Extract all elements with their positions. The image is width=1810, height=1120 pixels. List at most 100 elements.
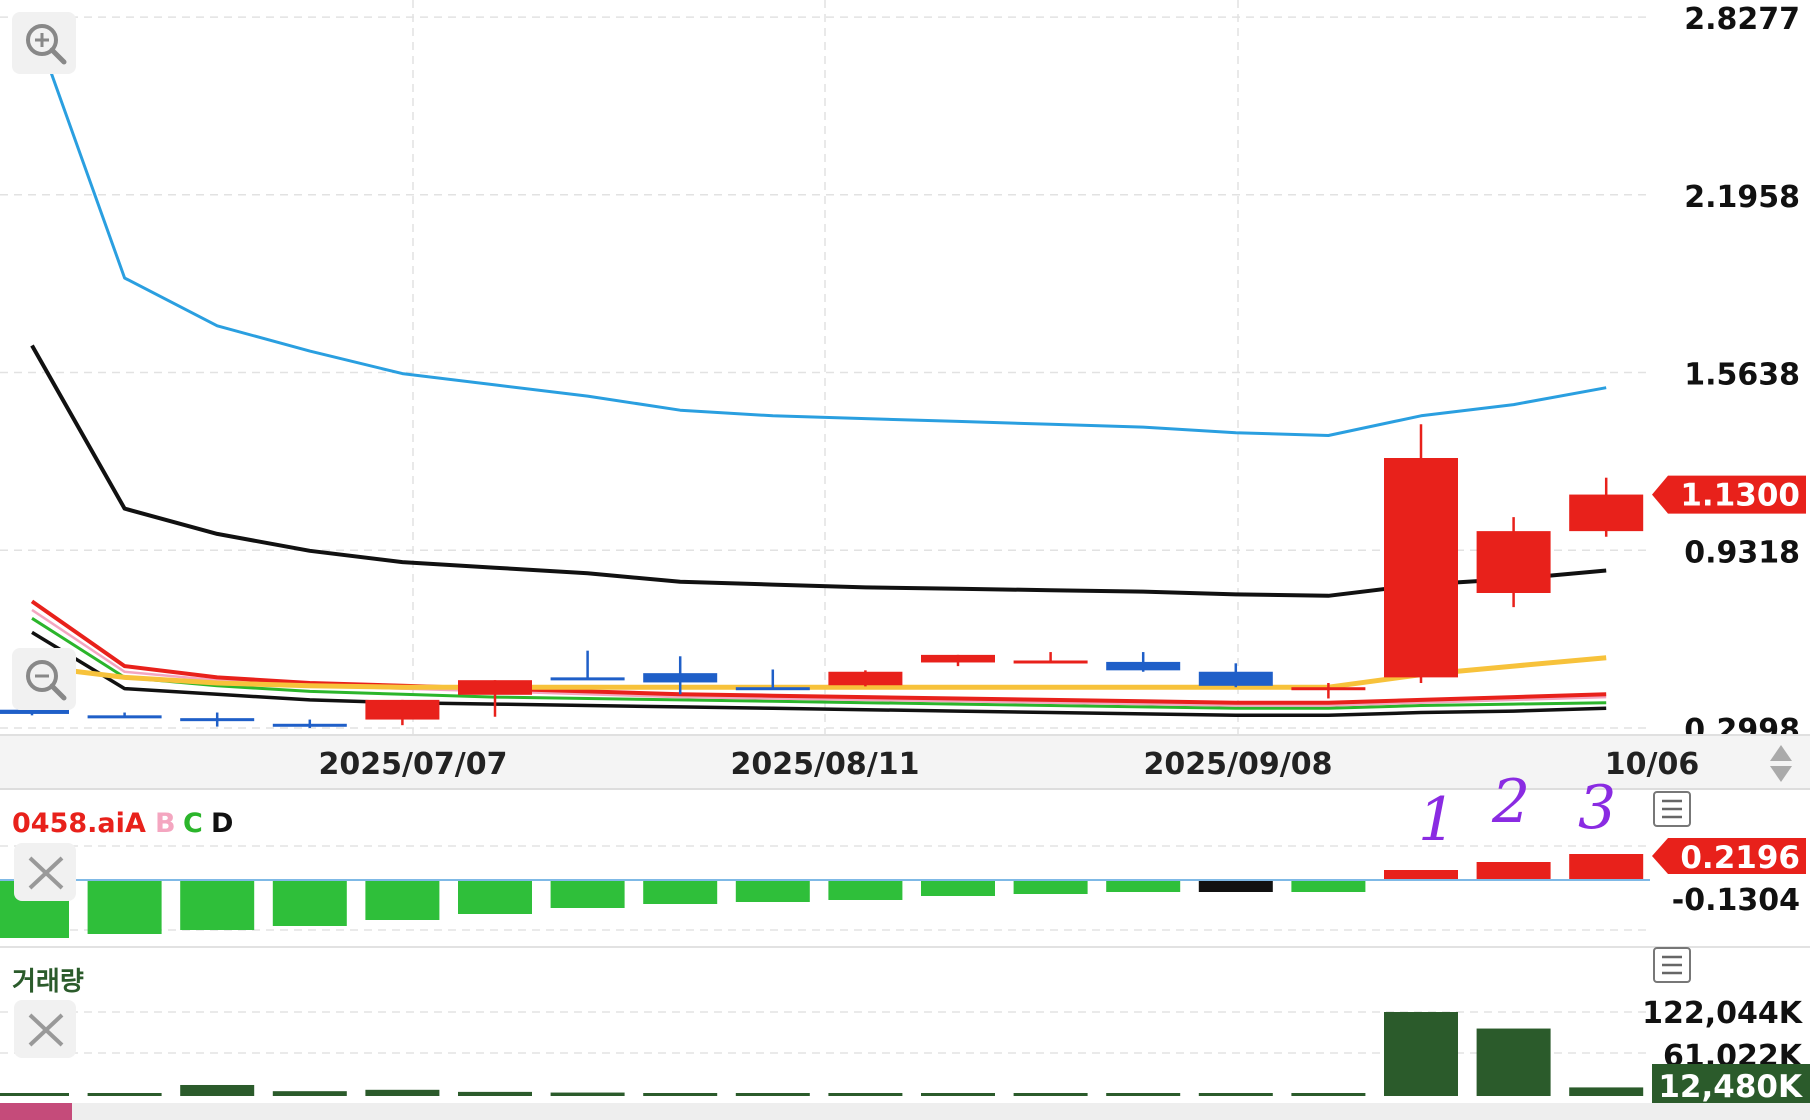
indicator-bar — [1013, 880, 1088, 894]
indicator-legend-b: B — [155, 808, 176, 839]
ma-green-line — [31, 617, 1607, 710]
candle-body — [87, 715, 162, 719]
price-tick-label: 1.5638 — [1684, 358, 1800, 393]
handwritten-mark-3: 3 — [1578, 773, 1616, 843]
volume-menu-button[interactable] — [1653, 947, 1691, 983]
candle-body — [365, 699, 440, 720]
candle-body — [735, 687, 810, 691]
volume-tick-0: 122,044K — [1642, 996, 1804, 1031]
indicator-bar — [921, 880, 995, 896]
candle-body — [1013, 660, 1088, 664]
volume-title: 거래량 — [12, 967, 84, 997]
close-icon — [28, 1013, 64, 1047]
volume-bar — [1569, 1087, 1644, 1096]
indicator-bar — [458, 880, 532, 914]
indicator-bar — [87, 880, 162, 934]
volume-last-label: 12,480K — [1658, 1069, 1803, 1105]
scroll-arrows-icon[interactable] — [1770, 745, 1792, 782]
indicator-bar — [1106, 880, 1181, 892]
volume-bar — [1476, 1028, 1551, 1096]
indicator-bar — [828, 880, 903, 900]
volume-bar — [272, 1091, 347, 1096]
menu-icon — [1662, 799, 1682, 819]
candle-body — [1569, 494, 1644, 532]
price-lines — [30, 18, 1607, 718]
volume-bar — [735, 1093, 810, 1096]
candle-body — [180, 718, 255, 722]
horizontal-scrollbar[interactable] — [0, 1103, 1810, 1120]
candle-body — [828, 671, 903, 686]
indicator-bar — [735, 880, 810, 902]
ma-black-line — [31, 630, 1607, 718]
indicator-bar — [643, 880, 718, 904]
indicator-bar — [1198, 880, 1273, 892]
volume-bar — [1013, 1093, 1088, 1096]
candle-body — [643, 673, 718, 683]
volume-bar — [365, 1089, 440, 1096]
price-panel[interactable] — [0, 0, 1650, 735]
volume-bar — [458, 1091, 532, 1096]
indicator-bar — [1476, 862, 1551, 880]
candle-body — [458, 680, 532, 695]
indicator-last-marker — [1652, 838, 1806, 874]
indicator-close-button[interactable] — [14, 843, 76, 901]
zoom-out-icon — [26, 660, 67, 701]
ma-red-line — [30, 599, 1607, 705]
last-price-marker — [1652, 475, 1806, 514]
handwritten-mark-1: 1 — [1418, 785, 1456, 855]
candle-body — [550, 677, 625, 681]
indicator-bar — [550, 880, 625, 908]
zoom-in-icon — [26, 24, 67, 65]
indicator-bar — [1569, 854, 1644, 880]
last-price-label: 1.1300 — [1680, 478, 1800, 514]
scrollbar-thumb[interactable] — [0, 1103, 72, 1120]
price-tick-label: 2.1958 — [1684, 180, 1800, 215]
mid-line — [30, 344, 1607, 598]
indicator-legend-d: D — [211, 808, 233, 839]
volume-bar — [1384, 1012, 1458, 1096]
volume-bar — [643, 1093, 718, 1096]
volume-bar — [1198, 1093, 1273, 1096]
zoom-in-button[interactable] — [12, 12, 76, 74]
volume-bars — [0, 1012, 1644, 1096]
price-candles — [0, 424, 1644, 728]
candle-body — [1106, 661, 1181, 671]
indicator-panel[interactable]: 0458.ai A B C D 1 2 3 0.2196 -0.1304 — [0, 767, 1810, 947]
volume-bar — [921, 1093, 995, 1096]
indicator-bar — [1291, 880, 1366, 892]
date-label-2: 2025/09/08 — [1144, 747, 1333, 782]
indicator-menu-button[interactable] — [1653, 791, 1691, 827]
volume-panel[interactable]: 거래량 122,044K 61,022K 12,480K — [0, 946, 1810, 1120]
volume-bar — [550, 1092, 625, 1096]
indicator-tick-0: -0.1304 — [1672, 883, 1800, 918]
candle-body — [921, 654, 995, 663]
ma-yellow-line — [31, 655, 1607, 690]
candle-body — [1476, 531, 1551, 593]
candle-body — [0, 709, 69, 714]
indicator-bar — [365, 880, 440, 920]
price-grid — [0, 0, 1650, 735]
close-icon — [28, 856, 64, 890]
indicator-bars — [0, 854, 1644, 938]
price-tick-label: 2.8277 — [1684, 2, 1800, 37]
indicator-legend-a: A — [125, 808, 146, 839]
volume-close-button[interactable] — [14, 1000, 76, 1058]
candle-body — [1291, 687, 1366, 691]
candle-body — [272, 723, 347, 727]
indicator-bar — [180, 880, 255, 930]
indicator-legend-c: C — [183, 808, 203, 839]
candle-body — [1198, 671, 1273, 686]
volume-bar — [180, 1084, 255, 1096]
zoom-out-button[interactable] — [12, 648, 76, 710]
date-axis: 2025/07/07 2025/08/11 2025/09/08 10/06 — [0, 734, 1810, 790]
volume-last-marker — [1652, 1064, 1810, 1104]
candle-body — [1384, 458, 1458, 678]
indicator-bar — [1384, 870, 1458, 880]
indicator-name: 0458.ai — [12, 808, 125, 839]
upper-band-line — [30, 18, 1607, 437]
price-tick-label: 0.9318 — [1684, 535, 1800, 570]
handwritten-mark-2: 2 — [1491, 767, 1530, 837]
volume-bar — [1291, 1093, 1366, 1096]
